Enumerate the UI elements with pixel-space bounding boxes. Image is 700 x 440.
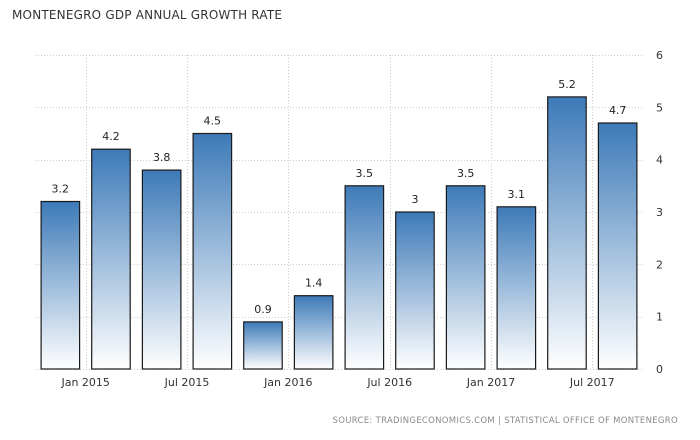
bar	[395, 211, 435, 370]
x-axis-ticks: Jan 2015 Jul 2015 Jan 2016 Jul 2016 Jan 2017…	[60, 376, 614, 389]
bar	[597, 122, 638, 370]
data-label: 3.5	[356, 167, 374, 180]
x-tick-label: Jan 2017	[466, 376, 515, 389]
data-label: 3.5	[457, 167, 475, 180]
bar	[496, 206, 537, 370]
bar	[141, 169, 182, 370]
y-tick-label: 4	[656, 154, 663, 167]
y-tick-label: 1	[656, 311, 663, 324]
y-tick-label: 3	[656, 206, 663, 219]
data-label: 4.2	[102, 130, 120, 143]
x-tick-label: Jul 2016	[366, 376, 412, 389]
bar	[192, 132, 233, 370]
data-label: 3.2	[52, 183, 70, 196]
y-axis-ticks: 0 1 2 3 4 5 6	[656, 49, 663, 376]
y-tick-label: 5	[656, 101, 663, 114]
data-label: 3.1	[508, 188, 526, 201]
data-label: 3.8	[153, 151, 171, 164]
bars	[40, 96, 638, 370]
x-tick-label: Jul 2015	[164, 376, 210, 389]
bar	[445, 185, 486, 370]
data-label: 1.4	[305, 277, 323, 290]
y-tick-label: 6	[656, 49, 663, 62]
bar	[243, 321, 283, 370]
source-note: SOURCE: TRADINGECONOMICS.COM | STATISTIC…	[332, 416, 678, 426]
data-label: 0.9	[254, 303, 272, 316]
bar	[293, 295, 334, 370]
x-tick-label: Jul 2017	[569, 376, 615, 389]
y-tick-label: 2	[656, 258, 663, 271]
data-label: 3	[412, 193, 419, 206]
data-label: 4.5	[204, 115, 222, 128]
x-tick-label: Jan 2015	[60, 376, 109, 389]
chart-title: MONTENEGRO GDP ANNUAL GROWTH RATE	[12, 8, 283, 22]
data-label: 4.7	[609, 104, 627, 117]
x-tick-label: Jan 2016	[263, 376, 312, 389]
bar	[547, 96, 587, 370]
data-label: 5.2	[558, 78, 576, 91]
grid-lines	[35, 55, 643, 370]
bar	[344, 185, 385, 370]
bar	[40, 200, 81, 370]
bar	[91, 148, 131, 370]
data-labels: 3.2 4.2 3.8 4.5 0.9 1.4 3.5 3 3.5 3.1 5.2 4.7	[52, 78, 627, 316]
y-tick-label: 0	[656, 363, 663, 376]
